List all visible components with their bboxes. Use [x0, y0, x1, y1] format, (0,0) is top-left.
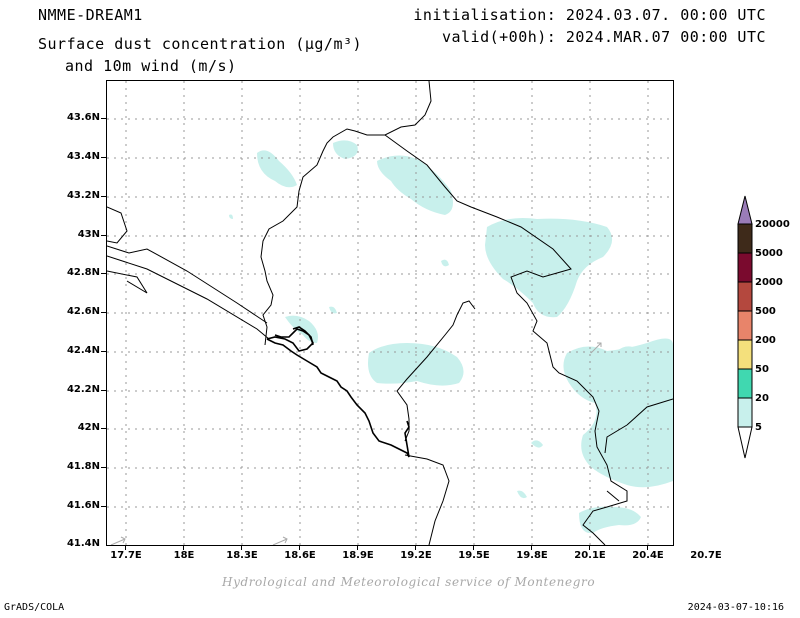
- map-frame: [106, 80, 674, 546]
- software-label: GrADS/COLA: [4, 602, 65, 613]
- lat-label: 42.8N: [66, 267, 100, 278]
- colorbar-top-arrow: [737, 195, 753, 225]
- colorbar-swatch: [737, 339, 753, 370]
- lon-tick: [647, 545, 648, 550]
- lon-tick: [531, 545, 532, 550]
- lat-label: 43N: [77, 229, 100, 240]
- lat-tick: [101, 351, 106, 352]
- lat-tick: [101, 390, 106, 391]
- colorbar-label: 500: [755, 306, 776, 317]
- lat-tick: [101, 312, 106, 313]
- montenegro-coastline: [266, 326, 410, 458]
- colorbar-swatch: [737, 281, 753, 312]
- colorbar-label: 5000: [755, 248, 783, 259]
- lat-label: 43.4N: [66, 151, 100, 162]
- lon-label: 18.3E: [226, 550, 258, 561]
- colorbar-label: 200: [755, 335, 776, 346]
- lat-tick: [101, 273, 106, 274]
- colorbar-label: 2000: [755, 277, 783, 288]
- lat-label: 41.8N: [66, 461, 100, 472]
- lon-label: 20.7E: [690, 550, 722, 561]
- model-name: NMME-DREAM1: [38, 6, 143, 24]
- lat-tick: [101, 506, 106, 507]
- generation-timestamp: 2024-03-07-10:16: [687, 602, 784, 613]
- colorbar-scale: [737, 195, 753, 459]
- colorbar-label: 50: [755, 364, 769, 375]
- country-borders: [107, 81, 673, 545]
- lat-tick: [101, 118, 106, 119]
- lat-label: 42N: [77, 422, 100, 433]
- lon-tick: [183, 545, 184, 550]
- colorbar-label: 20: [755, 393, 769, 404]
- lon-tick: [299, 545, 300, 550]
- lon-label: 17.7E: [110, 550, 142, 561]
- lat-label: 41.4N: [66, 538, 100, 549]
- lat-tick: [101, 428, 106, 429]
- lat-label: 42.4N: [66, 345, 100, 356]
- lon-tick: [415, 545, 416, 550]
- lon-label: 18E: [173, 550, 195, 561]
- lon-tick: [241, 545, 242, 550]
- lat-label: 42.2N: [66, 384, 100, 395]
- lat-label: 43.6N: [66, 112, 100, 123]
- colorbar-swatch: [737, 252, 753, 283]
- lon-label: 20.4E: [632, 550, 664, 561]
- lon-tick: [125, 545, 126, 550]
- colorbar-swatch: [737, 368, 753, 399]
- lon-tick: [357, 545, 358, 550]
- lat-tick: [101, 235, 106, 236]
- lon-label: 19.8E: [516, 550, 548, 561]
- wind-vectors: [110, 342, 602, 545]
- lon-label: 20.1E: [574, 550, 606, 561]
- graticule: [107, 81, 673, 545]
- initialisation-time: initialisation: 2024.03.07. 00:00 UTC: [413, 6, 766, 24]
- lat-label: 41.6N: [66, 500, 100, 511]
- map-canvas: [107, 81, 673, 545]
- colorbar-swatch: [737, 223, 753, 254]
- colorbar-label: 20000: [755, 219, 790, 230]
- lon-label: 19.5E: [458, 550, 490, 561]
- lon-label: 18.6E: [284, 550, 316, 561]
- lat-label: 42.6N: [66, 306, 100, 317]
- lon-label: 18.9E: [342, 550, 374, 561]
- lon-label: 19.2E: [400, 550, 432, 561]
- colorbar-swatch: [737, 310, 753, 341]
- lat-tick: [101, 196, 106, 197]
- colorbar-label: 5: [755, 422, 762, 433]
- lon-tick: [589, 545, 590, 550]
- lon-tick: [473, 545, 474, 550]
- dust-concentration-areas: [229, 140, 673, 534]
- lat-tick: [101, 157, 106, 158]
- lat-label: 43.2N: [66, 190, 100, 201]
- map-title-line1: Surface dust concentration (µg/m³): [38, 35, 363, 53]
- colorbar-bottom-arrow: [737, 426, 753, 459]
- lat-tick: [101, 467, 106, 468]
- valid-time: valid(+00h): 2024.MAR.07 00:00 UTC: [441, 28, 766, 46]
- credit-text: Hydrological and Meteorological service …: [222, 575, 596, 589]
- map-title-line2: and 10m wind (m/s): [65, 57, 237, 75]
- colorbar-swatch: [737, 397, 753, 428]
